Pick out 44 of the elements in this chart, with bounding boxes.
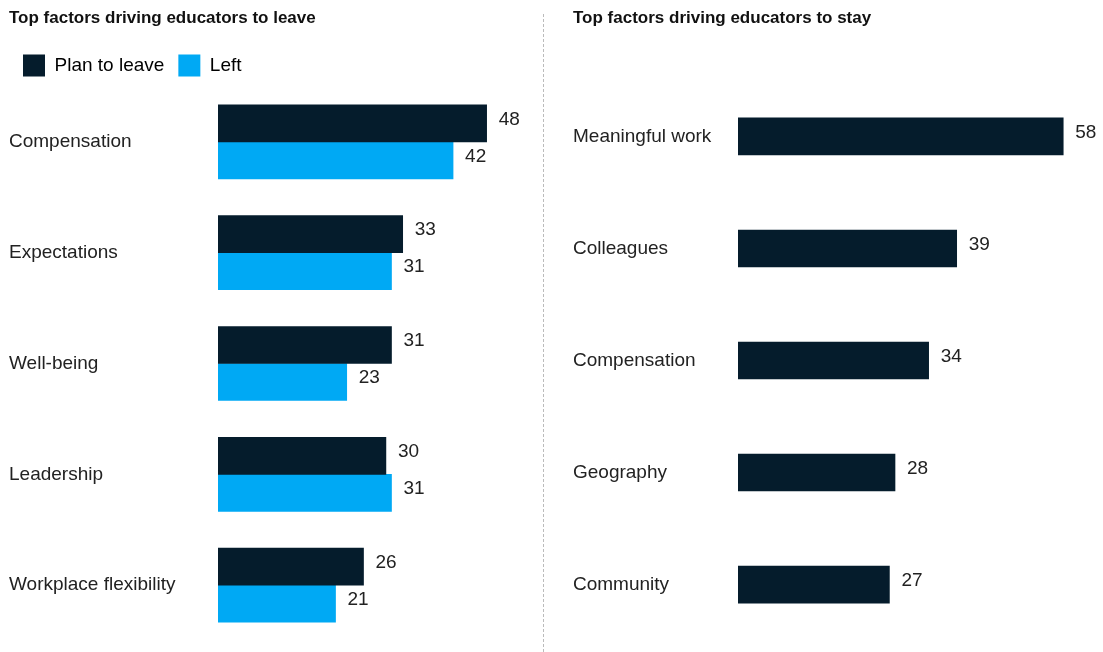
- bar: [218, 584, 336, 623]
- data-label: 31: [403, 329, 425, 351]
- legend-label: Left: [209, 53, 243, 75]
- y-tick-label: Expectations: [9, 240, 118, 262]
- y-tick-label: Geography: [573, 460, 668, 482]
- y-tick-label: Meaningful work: [573, 124, 712, 146]
- y-tick-label: Workplace flexibility: [9, 573, 176, 595]
- data-label: 26: [375, 550, 397, 572]
- bar: [218, 252, 392, 290]
- bar: [218, 141, 454, 180]
- data-label: 31: [403, 477, 425, 499]
- bar: [738, 117, 1064, 156]
- y-tick-label: Well-being: [9, 351, 99, 373]
- chart-title: Top factors driving educators to leave: [9, 7, 316, 27]
- bar: [218, 437, 387, 475]
- bar: [218, 363, 348, 401]
- data-label: 42: [465, 144, 487, 166]
- data-label: 28: [907, 456, 929, 478]
- y-tick-label: Colleagues: [573, 236, 669, 258]
- data-label: 23: [358, 366, 380, 388]
- y-tick-label: Compensation: [9, 130, 132, 152]
- data-label: 31: [403, 255, 425, 277]
- bar: [218, 104, 487, 143]
- y-tick-label: Leadership: [9, 462, 104, 484]
- data-label: 34: [940, 344, 963, 366]
- bar: [218, 474, 392, 512]
- chart-title: Top factors driving educators to stay: [573, 7, 872, 27]
- bar: [218, 547, 364, 586]
- data-label: 58: [1075, 120, 1097, 142]
- bar: [738, 341, 929, 380]
- y-tick-label: Community: [573, 572, 670, 594]
- legend-label: Plan to leave: [54, 53, 165, 75]
- data-label: 21: [347, 587, 369, 609]
- y-tick-label: Compensation: [573, 348, 696, 370]
- data-label: 33: [414, 218, 436, 240]
- data-label: 30: [397, 440, 420, 462]
- data-label: 39: [968, 232, 990, 254]
- bar: [218, 215, 404, 253]
- bar: [218, 326, 392, 364]
- bar: [738, 565, 890, 604]
- bar: [738, 453, 896, 492]
- bar: [738, 229, 958, 268]
- data-label: 48: [498, 107, 520, 129]
- data-label: 27: [901, 568, 923, 590]
